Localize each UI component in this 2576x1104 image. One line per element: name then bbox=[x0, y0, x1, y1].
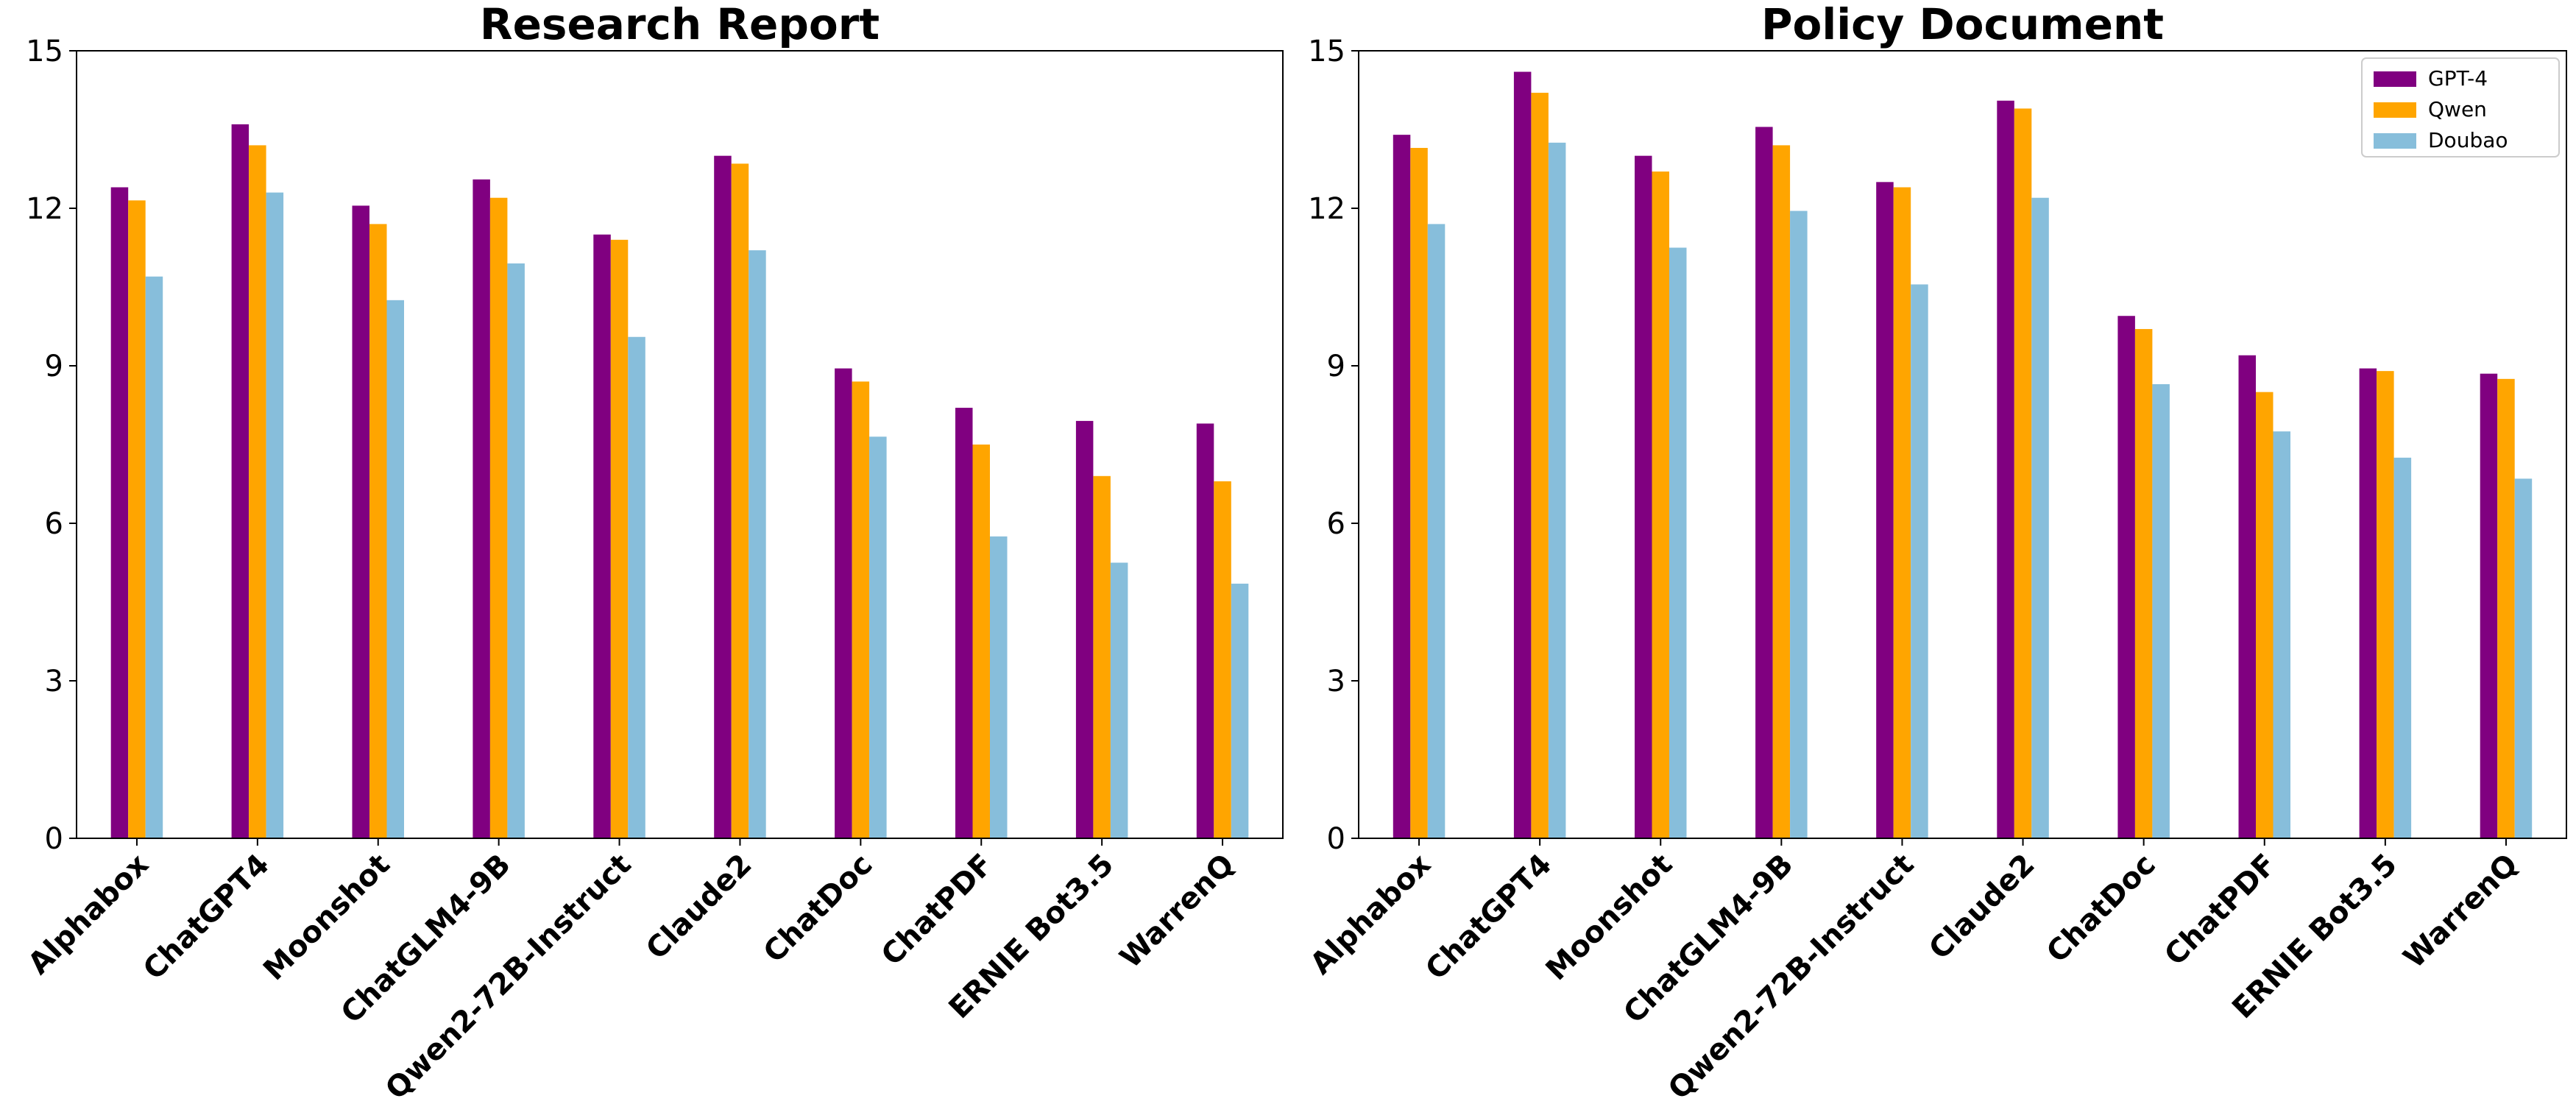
bar-qwen-qwen2-72b-instruct bbox=[610, 239, 629, 838]
bar-gpt-4-chatglm4-9b bbox=[473, 179, 490, 838]
bar-gpt-4-chatdoc bbox=[2117, 316, 2135, 838]
plot-frame bbox=[1358, 50, 2567, 839]
bar-qwen-ernie-bot3-5 bbox=[2377, 371, 2394, 839]
legend-swatch-doubao bbox=[2374, 133, 2416, 149]
y-tick-label: 0 bbox=[45, 822, 63, 856]
bar-gpt-4-warrenq bbox=[2480, 373, 2498, 838]
bar-gpt-4-qwen2-72b-instruct bbox=[1876, 182, 1894, 839]
y-tick-label: 15 bbox=[26, 35, 63, 68]
bar-qwen-alphabox bbox=[1410, 147, 1428, 838]
bar-gpt-4-claude2 bbox=[714, 155, 732, 838]
bar-qwen-ernie-bot3-5 bbox=[1093, 475, 1111, 838]
bar-doubao-alphabox bbox=[145, 276, 163, 838]
bar-qwen-qwen2-72b-instruct bbox=[1893, 187, 1911, 838]
bar-gpt-4-claude2 bbox=[1997, 100, 2014, 838]
bar-qwen-chatgpt4 bbox=[1531, 93, 1549, 839]
bar-qwen-moonshot bbox=[1652, 171, 1669, 839]
y-tick-label: 3 bbox=[1327, 665, 1345, 698]
bar-gpt-4-moonshot bbox=[1635, 155, 1652, 838]
bar-qwen-chatdoc bbox=[852, 381, 870, 838]
y-tick-label: 6 bbox=[45, 507, 63, 541]
y-tick-label: 15 bbox=[1308, 35, 1345, 68]
bar-doubao-chatgpt4 bbox=[1548, 142, 1566, 839]
plot-frame bbox=[76, 50, 1284, 839]
legend-swatch-gpt-4 bbox=[2374, 71, 2416, 87]
bar-doubao-warrenq bbox=[2514, 478, 2533, 838]
bar-gpt-4-moonshot bbox=[352, 205, 369, 838]
legend-label-qwen: Qwen bbox=[2428, 97, 2487, 121]
bar-gpt-4-ernie-bot3-5 bbox=[1075, 420, 1094, 838]
bar-doubao-alphabox bbox=[1427, 224, 1446, 838]
bar-gpt-4-chatgpt4 bbox=[1513, 71, 1532, 839]
bar-doubao-chatdoc bbox=[869, 436, 887, 838]
bar-qwen-warrenq bbox=[1214, 481, 1231, 838]
bar-doubao-claude2 bbox=[749, 250, 766, 839]
bar-doubao-warrenq bbox=[1231, 584, 1249, 838]
bar-gpt-4-chatglm4-9b bbox=[1755, 127, 1773, 838]
chart-title: Policy Document bbox=[1761, 0, 2164, 49]
y-tick-label: 6 bbox=[1327, 507, 1345, 541]
y-tick-label: 9 bbox=[1327, 350, 1345, 383]
bar-qwen-warrenq bbox=[2497, 378, 2515, 838]
bar-qwen-chatdoc bbox=[2134, 329, 2153, 839]
legend-swatch-qwen bbox=[2374, 102, 2416, 118]
policy-document-chart: Policy Document03691215AlphaboxChatGPT4M… bbox=[1304, 0, 2567, 1104]
bar-qwen-chatglm4-9b bbox=[489, 197, 508, 838]
bar-doubao-qwen2-72b-instruct bbox=[628, 336, 645, 838]
bar-doubao-chatglm4-9b bbox=[1790, 210, 1808, 839]
bar-gpt-4-alphabox bbox=[110, 187, 129, 838]
bar-doubao-moonshot bbox=[1669, 247, 1687, 838]
bar-qwen-chatglm4-9b bbox=[1772, 145, 1791, 838]
bar-gpt-4-chatpdf bbox=[2238, 355, 2256, 838]
bar-doubao-chatglm4-9b bbox=[507, 263, 525, 838]
legend-label-doubao: Doubao bbox=[2428, 128, 2508, 152]
bar-doubao-ernie-bot3-5 bbox=[2393, 457, 2412, 838]
bar-qwen-claude2 bbox=[2014, 108, 2032, 838]
chart-title: Research Report bbox=[480, 0, 880, 49]
bar-doubao-moonshot bbox=[386, 300, 404, 838]
bar-doubao-chatdoc bbox=[2152, 383, 2170, 838]
bar-doubao-ernie-bot3-5 bbox=[1110, 562, 1128, 838]
y-tick-label: 0 bbox=[1327, 822, 1345, 856]
bar-qwen-claude2 bbox=[731, 163, 749, 838]
bar-qwen-chatgpt4 bbox=[249, 145, 266, 838]
bar-gpt-4-chatgpt4 bbox=[231, 124, 250, 838]
bar-gpt-4-qwen2-72b-instruct bbox=[593, 234, 611, 839]
bar-doubao-chatpdf bbox=[2273, 431, 2290, 838]
bar-gpt-4-chatdoc bbox=[835, 368, 852, 839]
y-tick-label: 12 bbox=[1308, 192, 1345, 226]
bar-qwen-chatpdf bbox=[2256, 392, 2274, 838]
bar-doubao-claude2 bbox=[2031, 197, 2049, 838]
bar-doubao-qwen2-72b-instruct bbox=[1911, 284, 1928, 838]
bar-gpt-4-ernie-bot3-5 bbox=[2359, 368, 2377, 839]
bar-doubao-chatgpt4 bbox=[266, 192, 284, 839]
bar-qwen-chatpdf bbox=[972, 445, 990, 838]
y-tick-label: 12 bbox=[26, 192, 63, 226]
bar-qwen-moonshot bbox=[369, 224, 387, 838]
bar-qwen-alphabox bbox=[128, 200, 146, 838]
bar-gpt-4-alphabox bbox=[1393, 135, 1411, 839]
bar-doubao-chatpdf bbox=[990, 536, 1008, 838]
y-tick-label: 3 bbox=[45, 665, 63, 698]
bar-gpt-4-chatpdf bbox=[955, 408, 973, 838]
y-tick-label: 9 bbox=[45, 350, 63, 383]
legend-label-gpt-4: GPT-4 bbox=[2428, 66, 2488, 91]
bar-gpt-4-warrenq bbox=[1196, 423, 1214, 838]
